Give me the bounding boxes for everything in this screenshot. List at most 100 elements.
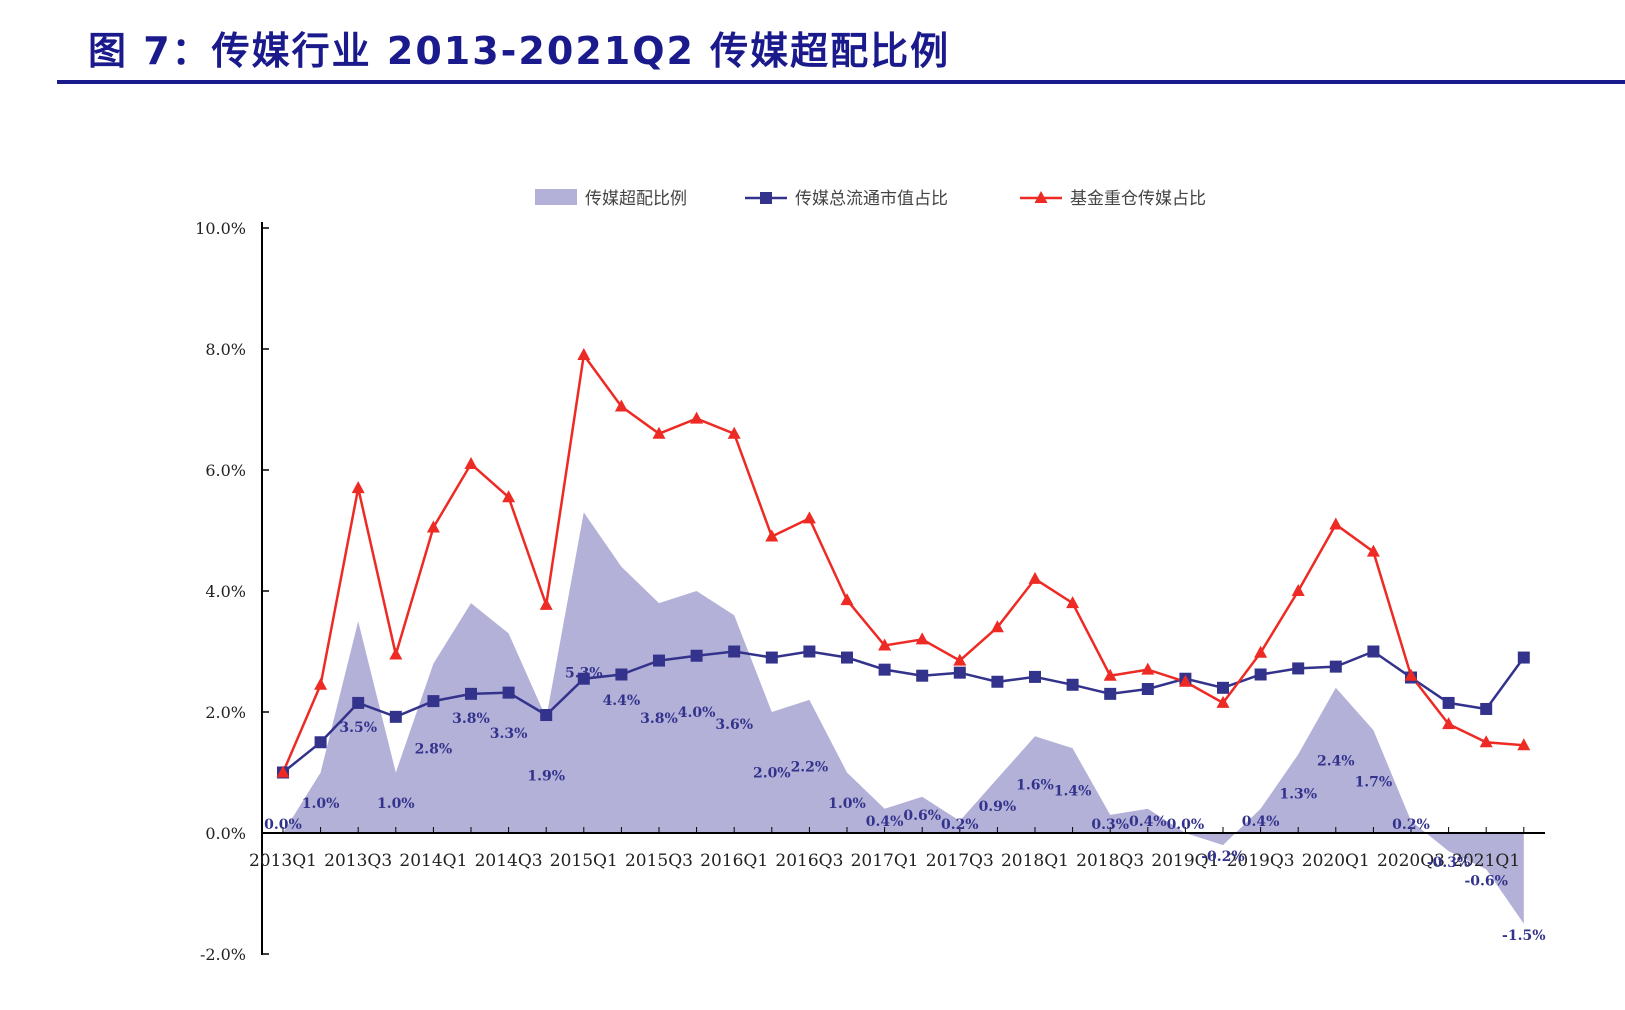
float-mktcap-point — [991, 675, 1004, 688]
float-mktcap-point — [803, 645, 816, 658]
overweight-data-label: 1.3% — [1279, 787, 1317, 803]
fund-holding-point — [426, 520, 440, 533]
fund-holding-point — [389, 647, 403, 660]
y-tick-label: 10.0% — [195, 219, 246, 238]
overweight-data-label: 0.9% — [979, 799, 1017, 815]
overweight-data-label: 0.2% — [1392, 817, 1430, 833]
fund-holding-point — [1178, 674, 1192, 687]
overweight-data-label: 2.2% — [791, 759, 829, 775]
fund-holding-point — [727, 426, 741, 439]
float-mktcap-point — [1141, 683, 1154, 696]
float-mktcap-point — [615, 668, 628, 681]
label-layer: 0.0%1.0%3.5%1.0%2.8%3.8%3.3%1.9%5.3%4.4%… — [264, 666, 1545, 944]
legend: 传媒超配比例 传媒总流通市值占比 基金重仓传媒占比 — [535, 189, 1206, 209]
fund-holding-line — [281, 351, 1524, 773]
overweight-data-label: 3.3% — [490, 726, 528, 742]
overweight-data-label: 4.0% — [678, 705, 716, 721]
overweight-data-label: 5.3% — [565, 666, 603, 682]
line-layer — [276, 348, 1531, 779]
fund-holding-point — [1479, 735, 1493, 748]
overweight-data-label: 1.0% — [828, 796, 866, 812]
overweight-data-label: 2.4% — [1317, 753, 1355, 769]
overweight-data-label: 0.2% — [941, 817, 979, 833]
fund-holding-point — [1291, 584, 1305, 596]
x-tick-label: 2016Q1 — [700, 851, 768, 871]
fund-holding-point — [1103, 668, 1117, 681]
axis-layer: -2.0% 0.0% 2.0% 4.0% 6.0% 8.0% 10.0% 2013Q1 2013… — [195, 219, 1545, 964]
float-mktcap-point — [314, 736, 327, 749]
fund-holding-point — [464, 456, 478, 469]
x-tick-label: 2014Q1 — [399, 851, 467, 871]
y-tick-label: 0.0% — [205, 824, 246, 843]
float-mktcap-point — [728, 645, 741, 658]
float-mktcap-point — [1254, 668, 1267, 681]
fund-holding-point — [351, 481, 365, 494]
float-mktcap-point — [690, 649, 703, 662]
fund-holding-point — [1517, 738, 1531, 751]
legend-label: 传媒超配比例 — [585, 189, 687, 209]
fund-holding-point — [1028, 571, 1042, 584]
overweight-data-label: 1.4% — [1054, 784, 1092, 800]
fund-holding-point — [690, 411, 704, 424]
float-mktcap-point — [465, 687, 477, 700]
float-mktcap-point — [1217, 681, 1229, 694]
fund-holding-point — [314, 677, 328, 690]
fund-holding-point — [1366, 544, 1380, 557]
float-mktcap-point — [1104, 687, 1117, 700]
legend-triangle-marker — [1034, 191, 1048, 203]
fund-holding-point — [1329, 517, 1343, 530]
float-mktcap-point — [577, 672, 590, 685]
fund-holding-point — [990, 620, 1004, 633]
x-tick-label: 2019Q1 — [1151, 851, 1219, 871]
fund-holding-point — [765, 529, 779, 542]
legend-swatch-area — [535, 189, 577, 205]
fund-holding-point — [614, 399, 628, 412]
float-mktcap-point — [1480, 702, 1493, 715]
float-mktcap-point — [653, 654, 665, 667]
overweight-data-label: 2.0% — [753, 766, 791, 782]
fund-holding-point — [577, 348, 591, 361]
overweight-data-label: 3.6% — [715, 717, 753, 733]
x-tick-label: 2013Q1 — [249, 851, 317, 871]
overweight-data-label: 3.5% — [339, 720, 377, 736]
fund-holding-point — [878, 638, 892, 651]
overweight-data-label: 1.6% — [1016, 778, 1054, 794]
overweight-data-label: 3.8% — [452, 711, 490, 727]
fund-holding-point — [1141, 662, 1155, 675]
float-mktcap-point — [389, 710, 402, 723]
legend-label: 基金重仓传媒占比 — [1070, 189, 1206, 209]
fund-holding-point — [1216, 695, 1230, 708]
float-mktcap-line — [282, 650, 1525, 774]
fund-holding-point — [953, 653, 967, 666]
float-mktcap-point — [1442, 696, 1455, 709]
x-tick-label: 2018Q1 — [1001, 851, 1069, 871]
overweight-data-label: -0.6% — [1464, 873, 1507, 889]
area-layer — [283, 512, 1524, 924]
float-mktcap-point — [502, 686, 515, 699]
float-mktcap-point — [953, 666, 966, 679]
x-tick-label: 2015Q3 — [625, 851, 693, 871]
overweight-data-label: 0.3% — [1091, 817, 1129, 833]
overweight-data-label: 0.0% — [1167, 817, 1205, 833]
y-tick-label: -2.0% — [200, 945, 246, 964]
fund-holding-point — [1066, 596, 1080, 609]
fund-holding-point — [652, 426, 666, 439]
y-tick-label: 8.0% — [205, 340, 246, 359]
overweight-data-label: -0.2% — [1201, 849, 1244, 865]
x-tick-label: 2020Q3 — [1377, 851, 1445, 871]
x-tick-label: 2019Q3 — [1227, 851, 1295, 871]
float-mktcap-point — [540, 709, 553, 722]
overweight-data-label: 0.4% — [1129, 814, 1167, 830]
x-tick-label: 2016Q3 — [775, 851, 843, 871]
fund-holding-point — [802, 511, 816, 524]
overweight-data-label: 2.8% — [415, 741, 453, 757]
y-tick-label: 2.0% — [205, 703, 246, 722]
fund-holding-point — [1404, 668, 1418, 681]
legend-square-marker — [760, 192, 772, 204]
fund-holding-point — [840, 593, 854, 606]
overweight-data-label: 0.0% — [264, 817, 302, 833]
x-tick-label: 2021Q1 — [1452, 851, 1520, 871]
x-tick-label: 2013Q3 — [324, 851, 392, 871]
overweight-data-label: -0.3% — [1427, 855, 1470, 871]
